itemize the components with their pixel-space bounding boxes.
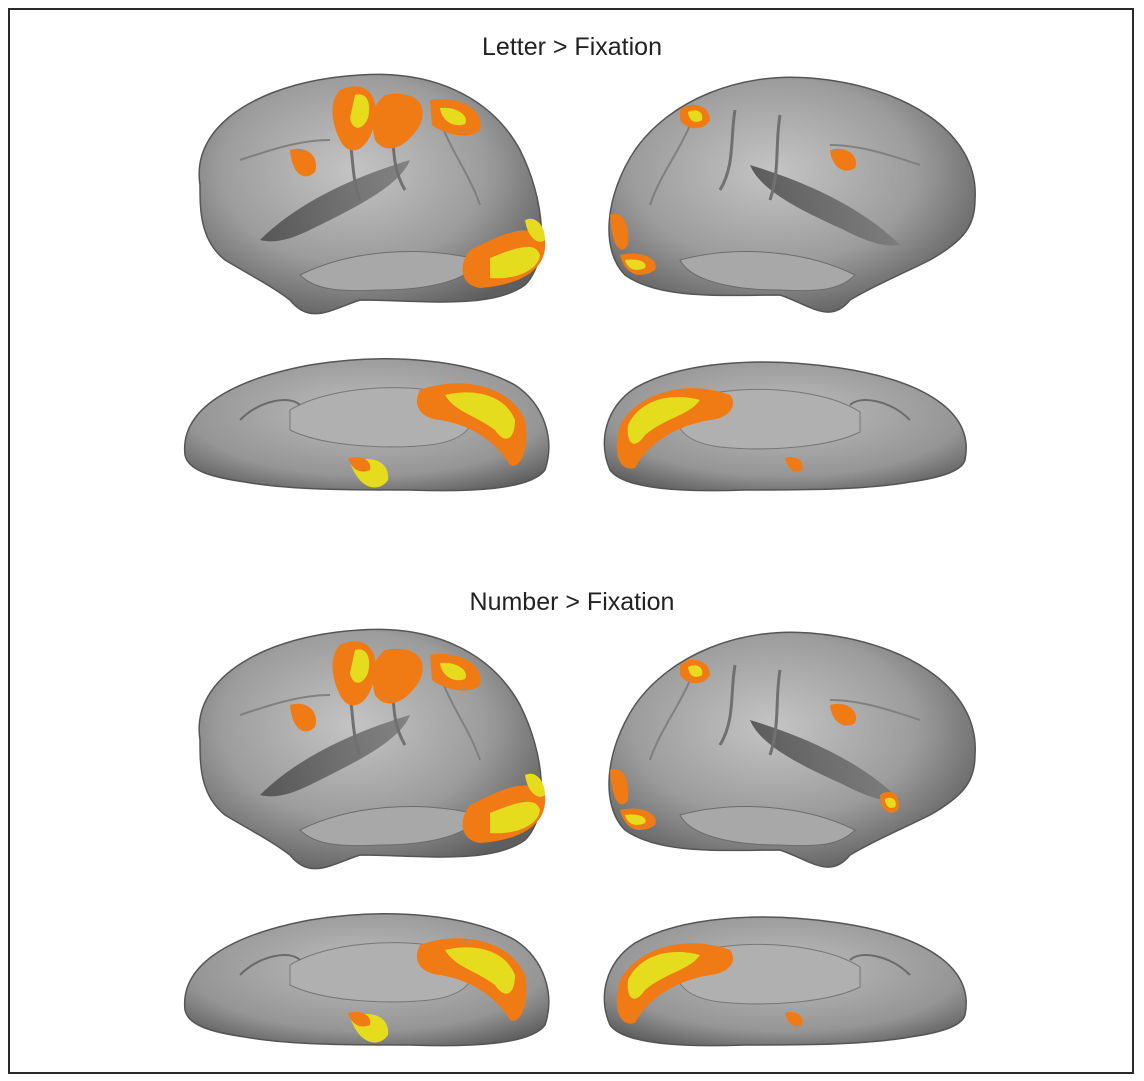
- right-medial-hemisphere: [603, 916, 968, 1047]
- panel-title-letter: Letter > Fixation: [482, 33, 662, 61]
- right-lateral-hemisphere: [607, 75, 977, 314]
- right-medial-hemisphere: [603, 361, 968, 492]
- left-medial-hemisphere: [183, 357, 550, 492]
- panel-letter-brains: [183, 72, 977, 492]
- left-medial-hemisphere: [183, 912, 550, 1047]
- left-lateral-hemisphere: [197, 627, 546, 871]
- right-lateral-hemisphere: [607, 630, 977, 869]
- left-lateral-hemisphere: [197, 72, 546, 316]
- panel-number-brains: [183, 627, 977, 1047]
- panel-title-number: Number > Fixation: [469, 588, 675, 616]
- activation-blob: [885, 797, 896, 808]
